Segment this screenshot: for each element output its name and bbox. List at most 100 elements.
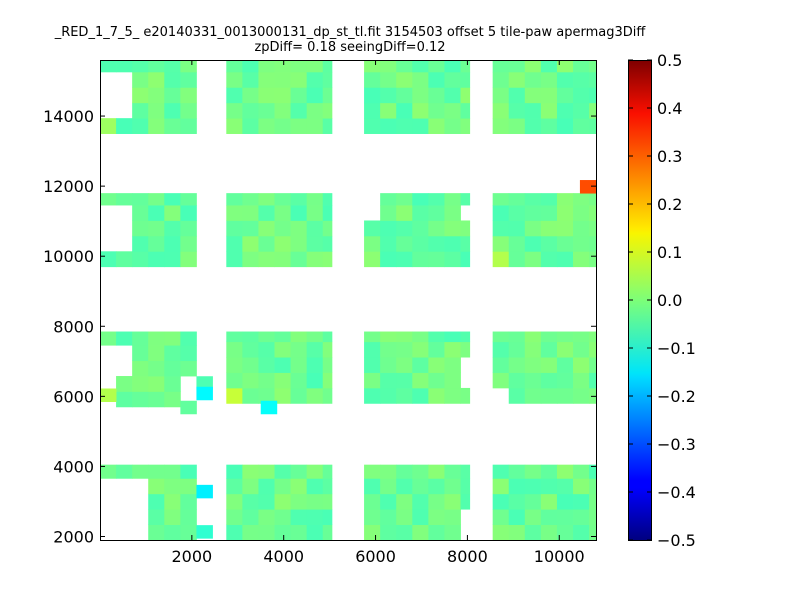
heatmap-cell	[364, 220, 381, 237]
heatmap-cell	[428, 87, 445, 104]
heatmap-cell	[258, 331, 275, 343]
heatmap-cell	[132, 193, 149, 206]
heatmap-cell	[412, 235, 429, 252]
heatmap-cell	[306, 357, 324, 373]
heatmap-cell	[164, 509, 181, 525]
heatmap-cell	[196, 525, 213, 539]
heatmap-cell	[180, 220, 197, 237]
heatmap-cell	[274, 372, 291, 389]
heatmap-cell	[540, 341, 558, 358]
heatmap-cell	[556, 331, 574, 343]
heatmap-cell	[148, 524, 165, 541]
heatmap-cell	[556, 118, 574, 134]
heatmap-cell	[524, 372, 542, 389]
heatmap-cell	[524, 493, 542, 510]
heatmap-cell	[364, 509, 381, 525]
heatmap-cell	[492, 102, 510, 119]
heatmap-cell	[132, 376, 149, 392]
heatmap-cell	[180, 478, 197, 495]
plot-frame	[100, 60, 597, 541]
heatmap-cell	[444, 478, 461, 495]
heatmap-cell	[306, 251, 324, 268]
heatmap-cell	[444, 193, 461, 206]
heatmap-cell	[180, 524, 197, 541]
heatmap-cell	[589, 464, 597, 479]
heatmap-cell	[589, 118, 597, 134]
heatmap-cell	[306, 87, 324, 104]
heatmap-cell	[322, 87, 333, 104]
heatmap-cell	[396, 60, 413, 73]
heatmap-cell	[306, 205, 324, 221]
heatmap-cell	[556, 357, 574, 373]
heatmap-cell	[290, 193, 308, 206]
heatmap-cell	[573, 251, 590, 268]
heatmap-cell	[460, 193, 471, 206]
heatmap-cell	[242, 71, 259, 88]
heatmap-cell	[428, 118, 445, 134]
heatmap-cell	[148, 87, 165, 104]
heatmap-cell	[412, 193, 429, 206]
heatmap-cell	[132, 87, 149, 104]
heatmap-cell	[258, 87, 275, 104]
heatmap-cell	[380, 251, 397, 268]
y-tick-label: 2000	[53, 527, 94, 546]
heatmap-cell	[226, 478, 243, 495]
heatmap-cell	[226, 331, 243, 343]
heatmap-cell	[492, 220, 510, 237]
heatmap-cell	[148, 102, 165, 119]
heatmap-cell	[380, 71, 397, 88]
heatmap-cell	[428, 464, 445, 479]
x-tick-label: 6000	[355, 547, 396, 566]
heatmap-cell	[589, 493, 597, 510]
heatmap-cell	[396, 87, 413, 104]
heatmap-cell	[364, 235, 381, 252]
heatmap-cell	[428, 372, 445, 389]
heatmap-cell	[396, 331, 413, 343]
heatmap-cell	[180, 251, 197, 268]
heatmap-cell	[380, 205, 397, 221]
heatmap-cell	[306, 493, 324, 510]
heatmap-cell	[573, 102, 590, 119]
heatmap-cell	[444, 464, 461, 479]
heatmap-cell	[573, 357, 590, 373]
heatmap-cell	[322, 235, 333, 252]
heatmap-cell	[364, 372, 381, 389]
heatmap-cell	[148, 493, 165, 510]
colorbar-tick-label: 0.4	[657, 99, 682, 118]
heatmap-cell	[412, 118, 429, 134]
heatmap-cell	[258, 220, 275, 237]
heatmap-cell	[116, 464, 133, 479]
heatmap-cell	[274, 71, 291, 88]
heatmap-cell	[132, 102, 149, 119]
heatmap-cell	[364, 493, 381, 510]
heatmap-cell	[164, 193, 181, 206]
heatmap-cell	[380, 60, 397, 73]
heatmap-cell	[242, 60, 259, 73]
heatmap-cell	[573, 60, 590, 73]
heatmap-cell	[242, 87, 259, 104]
heatmap-cell	[164, 376, 181, 392]
heatmap-cell	[508, 331, 526, 343]
heatmap-cell	[180, 509, 197, 525]
heatmap-cell	[116, 251, 133, 268]
heatmap-cell	[573, 464, 590, 479]
heatmap-cell	[306, 118, 324, 134]
heatmap-cell	[573, 341, 590, 358]
heatmap-cell	[460, 87, 471, 104]
heatmap-cell	[396, 205, 413, 221]
y-axis-ticks: 2000 4000 6000 8000 10000 12000 14000	[43, 107, 596, 546]
colorbar-tick-label: 0.3	[657, 147, 682, 166]
heatmap-cell	[460, 220, 471, 237]
heatmap-cell	[100, 331, 117, 346]
heatmap-cell	[226, 372, 243, 389]
heatmap-cell	[322, 493, 333, 510]
heatmap-cell	[364, 87, 381, 104]
heatmap-cell	[290, 331, 308, 343]
heatmap-cell	[492, 331, 510, 343]
heatmap-cell	[428, 102, 445, 119]
heatmap-cell	[180, 118, 197, 134]
heatmap-cell	[540, 220, 558, 237]
heatmap-cell	[258, 478, 275, 495]
colorbar-tick-label: −0.4	[657, 483, 696, 502]
chart-subtitle: zpDiff= 0.18 seeingDiff=0.12	[254, 40, 446, 55]
